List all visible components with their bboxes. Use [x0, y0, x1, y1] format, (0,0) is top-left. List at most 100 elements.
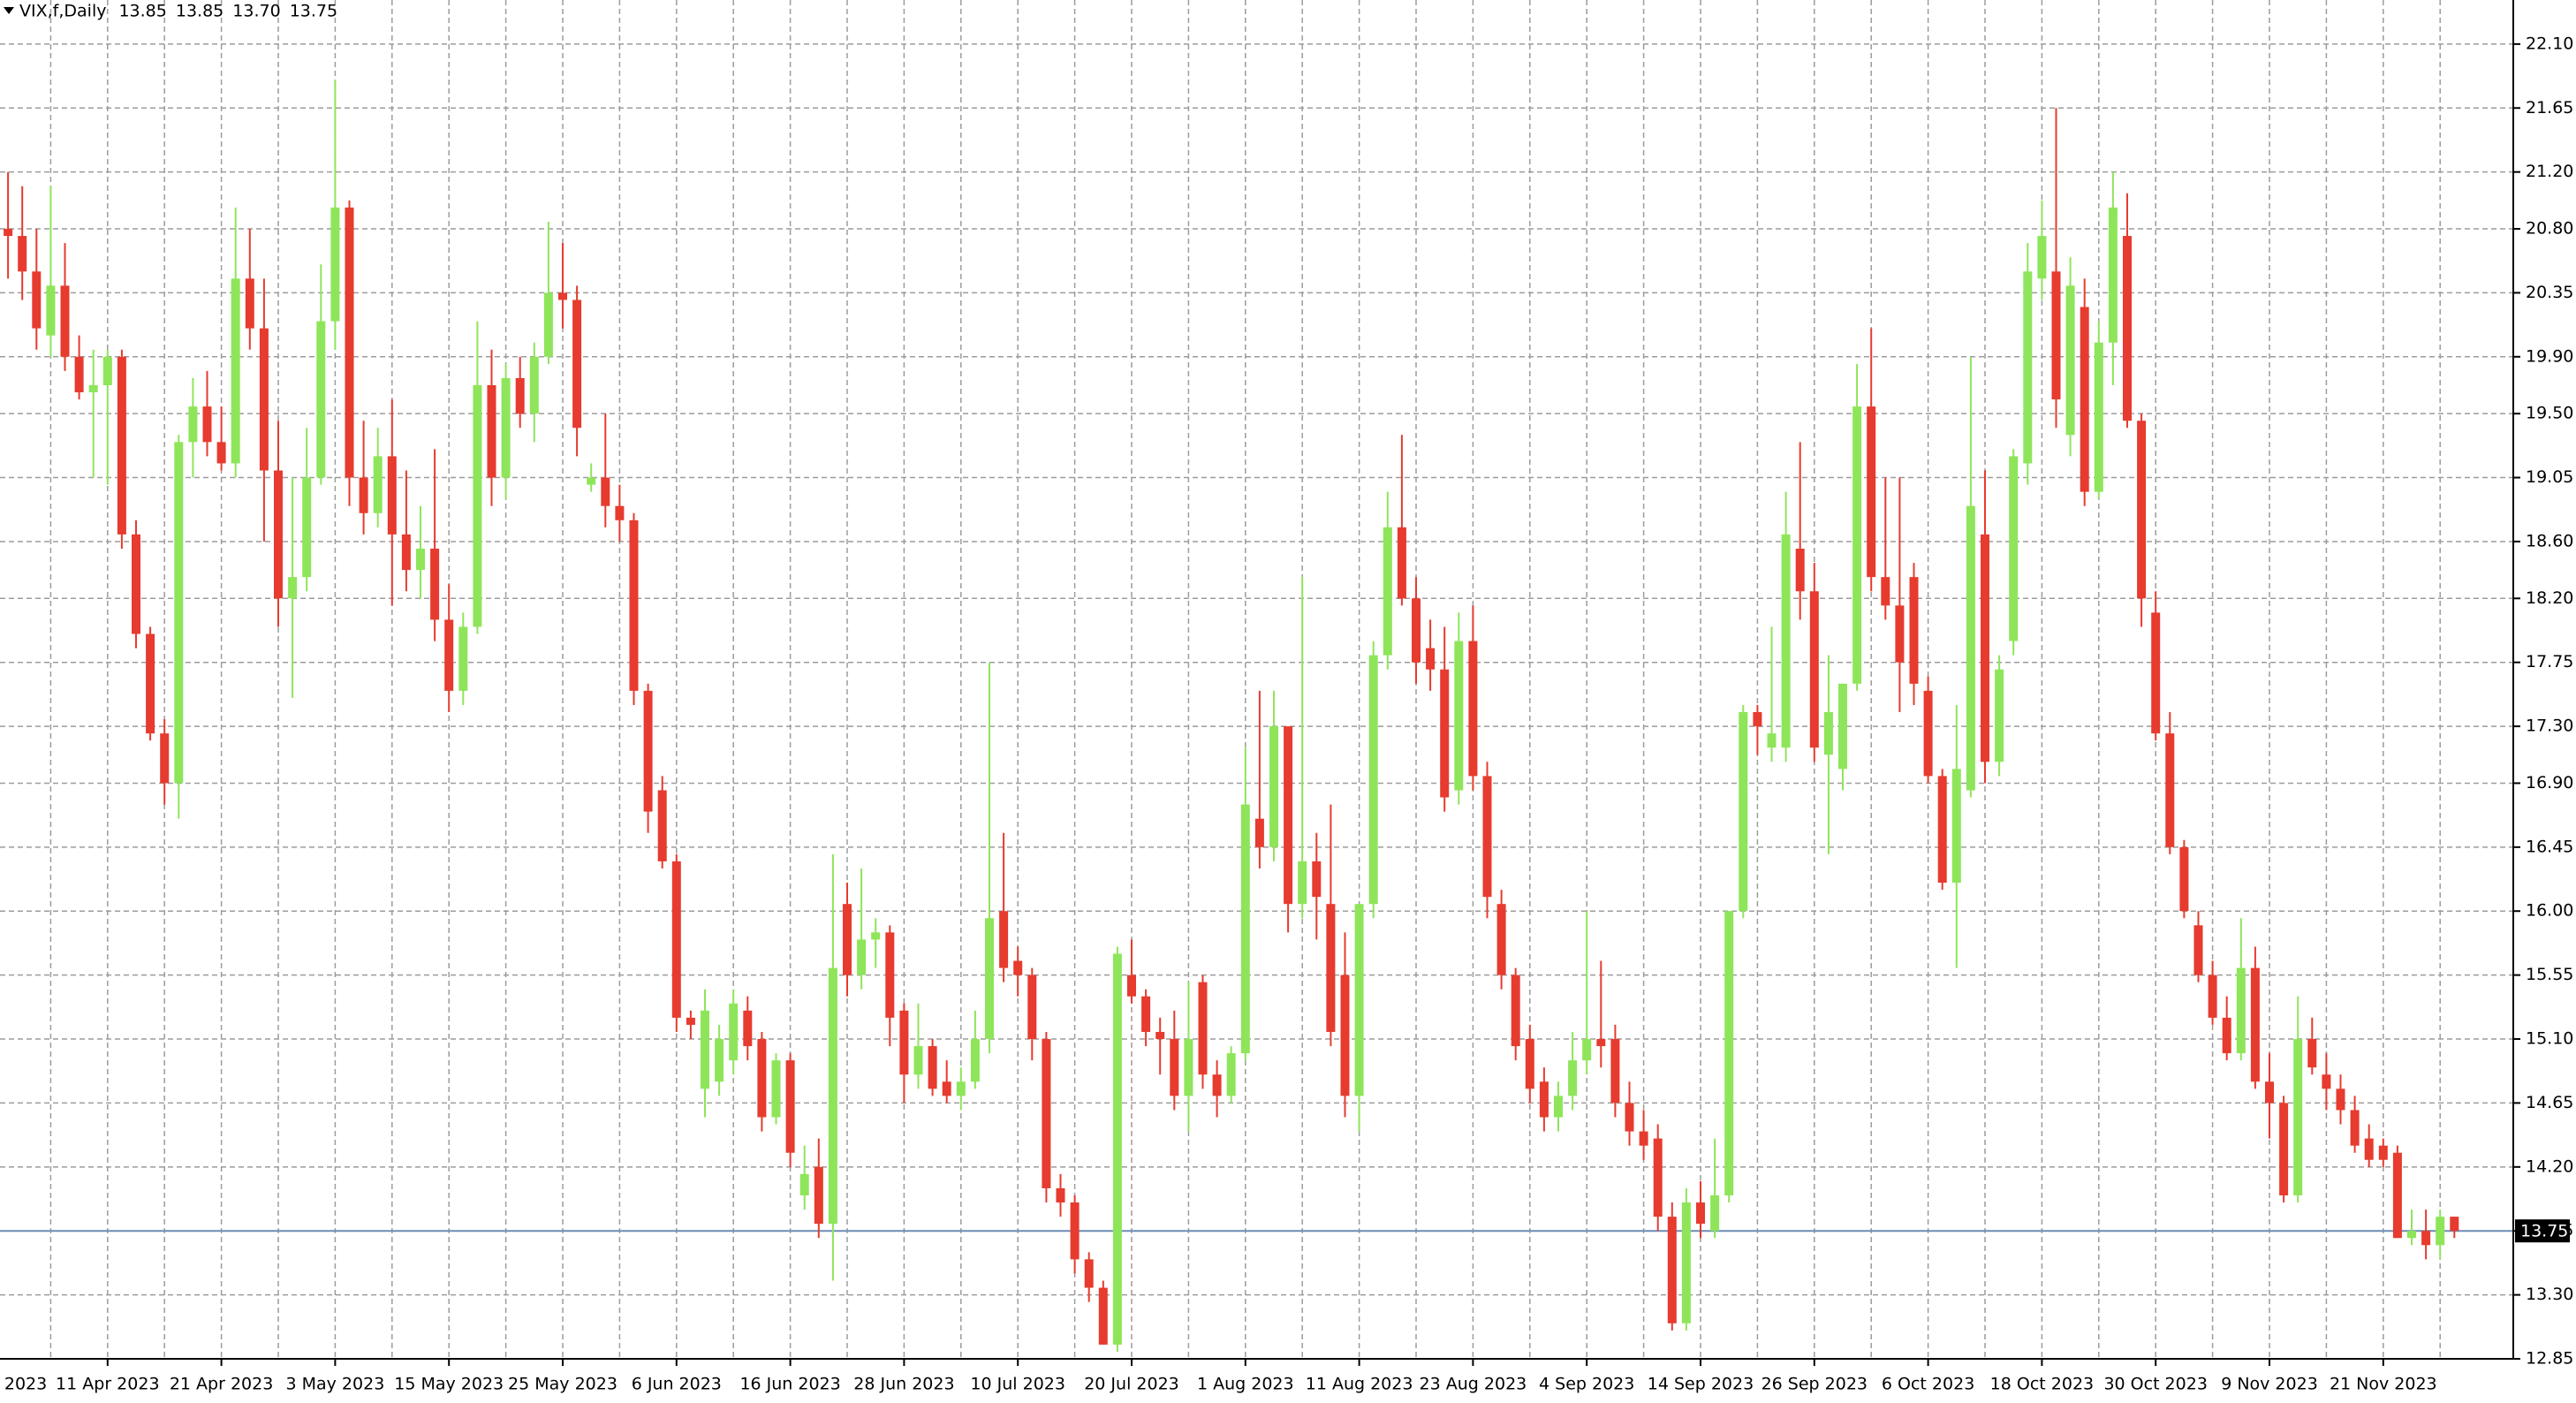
symbol-menu-arrow[interactable]: [4, 7, 14, 14]
candle-body: [2137, 421, 2147, 599]
candle-body: [1937, 776, 1947, 884]
candle-body: [1582, 1039, 1592, 1061]
candle-body: [1625, 1103, 1634, 1132]
header: VIX,f,Daily 13.85 13.85 13.70 13.75: [19, 2, 337, 21]
candle-body: [814, 1166, 823, 1225]
candle-body: [1852, 406, 1862, 684]
candle-body: [132, 534, 140, 634]
candle-body: [1482, 776, 1492, 898]
x-tick-label: 16 Jun 2023: [739, 1375, 840, 1394]
candle-body: [2421, 1231, 2431, 1246]
candle-body: [985, 918, 994, 1040]
y-tick-label: 19.50: [2526, 404, 2573, 423]
candle-body: [1511, 975, 1520, 1047]
candle-body: [2037, 236, 2047, 279]
candle-body: [857, 939, 867, 975]
candle-body: [202, 406, 212, 443]
candle-body: [2279, 1103, 2289, 1195]
candle-body: [1995, 669, 2004, 762]
candle-body: [2350, 1110, 2360, 1146]
x-tick-label: 10 Jul 2023: [970, 1375, 1065, 1394]
candle-body: [1596, 1039, 1606, 1047]
candle-body: [387, 456, 397, 535]
candle-body: [771, 1060, 781, 1118]
candle-body: [1525, 1039, 1534, 1089]
candle-body: [1412, 598, 1421, 663]
candle-body: [1795, 548, 1805, 592]
candle-body: [1198, 982, 1208, 1075]
candle-body: [1254, 818, 1264, 847]
candle-body: [1951, 769, 1961, 884]
candle-body: [359, 477, 368, 513]
y-tick-label: 14.65: [2526, 1093, 2573, 1112]
candle-body: [629, 519, 639, 691]
candle-body: [1312, 861, 1322, 898]
candle-body: [643, 690, 653, 812]
candle-body: [1155, 1031, 1165, 1040]
candle-body: [416, 548, 425, 571]
y-tick-label: 17.75: [2526, 652, 2573, 671]
candle-body: [46, 285, 56, 336]
candle-body: [1141, 996, 1151, 1032]
x-tick-label: 29 Mar 2023: [0, 1375, 47, 1394]
candle-body: [743, 1010, 753, 1047]
candle-body: [1284, 726, 1293, 905]
candle-body: [288, 577, 298, 599]
candle-body: [1354, 904, 1364, 1096]
candle-body: [1739, 712, 1748, 912]
candle-body: [2051, 271, 2061, 400]
candle-body: [259, 328, 269, 471]
y-tick-label: 22.10: [2526, 34, 2573, 53]
candle-body: [1184, 1039, 1193, 1096]
y-tick-label: 13.30: [2526, 1285, 2573, 1304]
candle-body: [2407, 1231, 2416, 1239]
price-tag: [2515, 1219, 2570, 1243]
candle-body: [2307, 1039, 2317, 1068]
candle-body: [913, 1046, 923, 1075]
candle-body: [1639, 1131, 1648, 1146]
candle-body: [2023, 271, 2033, 464]
candle-body: [2108, 207, 2118, 343]
candle-body: [1823, 712, 1833, 755]
candle-body: [1909, 577, 1919, 684]
x-tick-label: 15 May 2023: [394, 1375, 504, 1394]
candle-body: [60, 285, 70, 357]
candle-body: [373, 456, 383, 513]
candle-body: [2222, 1017, 2231, 1054]
candle-body: [615, 505, 625, 520]
candle-body: [785, 1060, 795, 1153]
candle-body: [330, 207, 340, 322]
x-tick-label: 11 Apr 2023: [56, 1375, 159, 1394]
y-tick-label: 16.00: [2526, 901, 2573, 921]
candle-body: [1440, 669, 1450, 798]
candle-body: [216, 442, 226, 464]
candle-body: [701, 1010, 709, 1089]
y-tick-label: 12.85: [2526, 1349, 2573, 1369]
candle-body: [401, 534, 411, 571]
candle-body: [543, 292, 553, 357]
quote-value: 13.70: [232, 2, 280, 21]
x-tick-label: 21 Nov 2023: [2330, 1375, 2437, 1394]
candle-body: [2450, 1217, 2459, 1232]
candle-body: [32, 271, 42, 329]
x-tick-label: 11 Aug 2023: [1306, 1375, 1413, 1394]
candle-body: [601, 477, 610, 506]
candle-body: [1838, 683, 1847, 770]
candle-body: [345, 207, 354, 478]
candle-body: [1383, 527, 1392, 656]
candle-body: [430, 548, 440, 620]
candle-body: [899, 1010, 909, 1075]
y-tick-label: 15.10: [2526, 1029, 2573, 1049]
candles: [4, 80, 2459, 1352]
candle-body: [188, 406, 198, 443]
x-tick-label: 4 Sep 2023: [1539, 1375, 1634, 1394]
candle-body: [444, 619, 454, 691]
candle-body: [18, 236, 27, 272]
y-tick-label: 21.65: [2526, 98, 2573, 118]
y-tick-label: 15.55: [2526, 965, 2573, 984]
y-tick-label: 18.20: [2526, 588, 2573, 608]
candle-body: [2364, 1138, 2374, 1160]
candle-body: [1767, 733, 1777, 748]
candle-body: [1568, 1060, 1578, 1096]
